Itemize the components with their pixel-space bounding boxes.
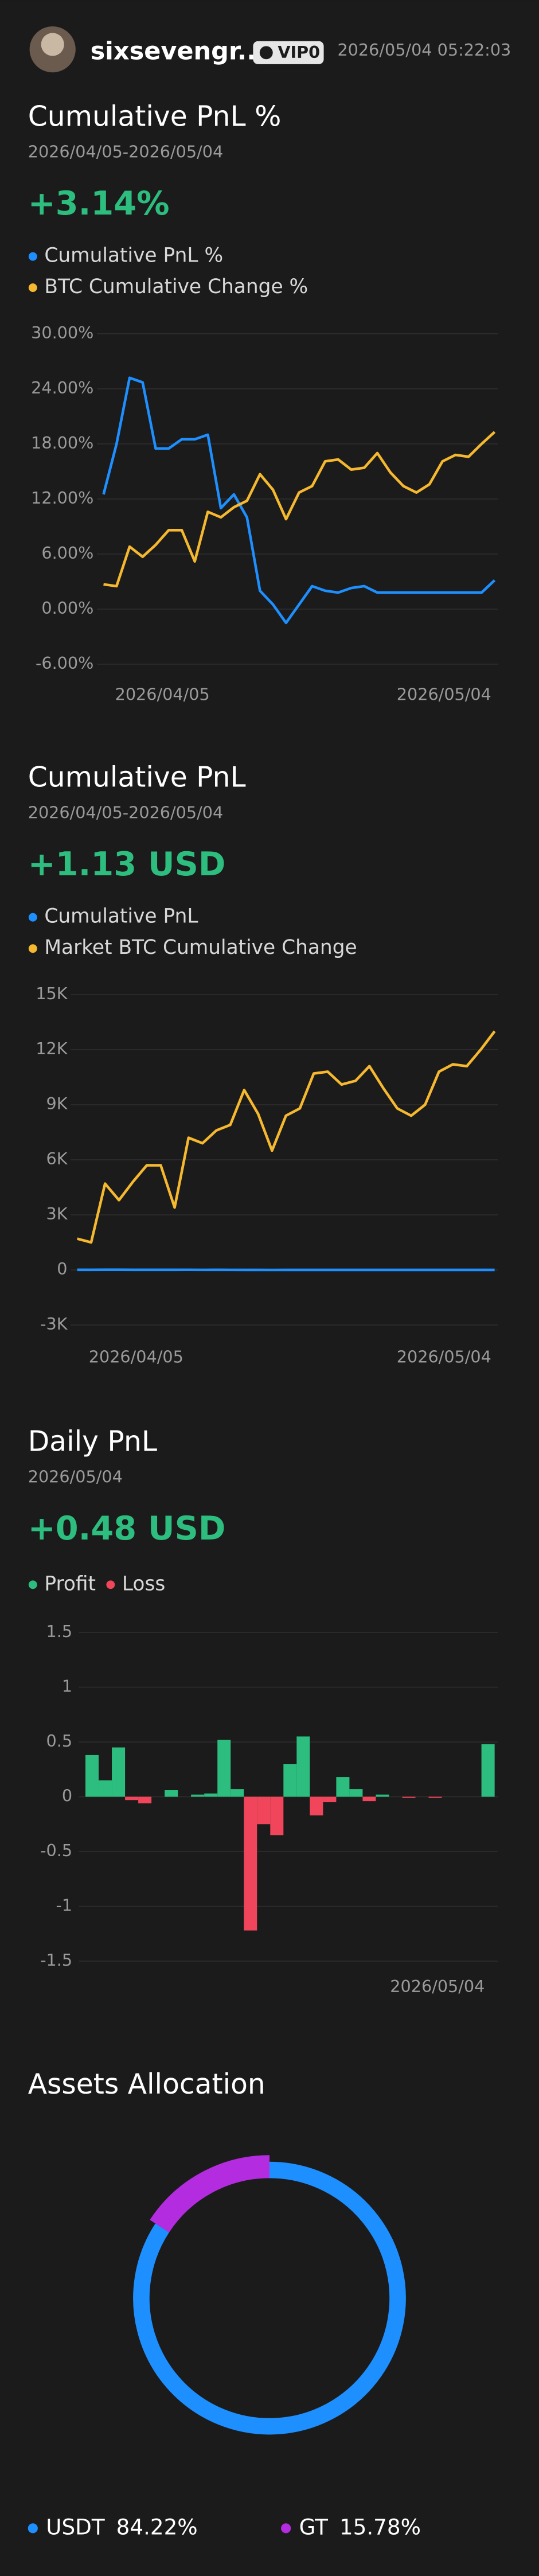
y-tick-label: 6K	[46, 1149, 68, 1168]
legend-swatch	[281, 2523, 291, 2534]
y-tick-label: 0	[62, 1786, 72, 1805]
bar	[85, 1755, 99, 1797]
vip-icon	[259, 46, 273, 60]
chart-subtitle: 2026/04/05-2026/05/04	[28, 142, 223, 162]
bar	[138, 1796, 152, 1803]
y-tick-label: 18.00%	[31, 433, 93, 453]
legend-swatch	[106, 1580, 115, 1589]
y-tick-label: 1	[62, 1676, 72, 1696]
bar	[244, 1796, 257, 1931]
bar	[323, 1796, 337, 1803]
y-tick-label: -0.5	[40, 1841, 72, 1860]
legend-label: BTC Cumulative Change %	[44, 275, 308, 298]
legend-label: Cumulative PnL %	[44, 244, 223, 267]
x-tick-label: 2026/05/04	[397, 684, 491, 704]
y-tick-label: 12.00%	[31, 488, 93, 508]
bar	[217, 1740, 231, 1797]
y-tick-label: 9K	[46, 1094, 68, 1113]
legend-swatch	[28, 944, 37, 953]
y-tick-label: 0	[57, 1259, 67, 1279]
timestamp: 2026/05/04 05:22:03	[337, 40, 511, 60]
x-tick-label: 2026/05/04	[390, 1977, 485, 1996]
bar	[402, 1796, 416, 1798]
bar	[296, 1736, 310, 1797]
y-tick-label: 24.00%	[31, 378, 93, 397]
series-line	[77, 1030, 496, 1244]
y-tick-label: 6.00%	[41, 543, 93, 563]
chart-title: Daily PnL	[28, 1425, 157, 1457]
bar	[336, 1777, 350, 1797]
bar	[204, 1793, 218, 1797]
chart-subtitle: 2026/05/04	[28, 1467, 123, 1487]
username: sixsevengr...	[91, 37, 265, 65]
bar	[125, 1796, 139, 1801]
bar	[257, 1796, 271, 1825]
legend-label: USDT	[46, 2514, 105, 2539]
chart-title: Assets Allocation	[28, 2068, 265, 2100]
x-tick-label: 2026/04/05	[115, 684, 210, 704]
y-tick-label: 1.5	[46, 1622, 73, 1641]
bar	[99, 1780, 112, 1797]
headline-value: +1.13 USD	[28, 845, 226, 883]
bar	[310, 1796, 323, 1815]
y-tick-label: 3K	[46, 1204, 68, 1223]
legend-label: Loss	[122, 1572, 165, 1595]
x-tick-label: 2026/04/05	[89, 1347, 183, 1366]
x-tick-label: 2026/05/04	[397, 1347, 491, 1366]
series-line	[103, 431, 496, 588]
legend-value: 84.22%	[116, 2514, 198, 2539]
bar	[376, 1794, 389, 1797]
series-line	[102, 376, 496, 625]
y-tick-label: 0.5	[46, 1731, 73, 1751]
headline-value: +0.48 USD	[28, 1509, 226, 1548]
y-tick-label: -1.5	[40, 1950, 72, 1970]
legend-label: Market BTC Cumulative Change	[44, 936, 357, 959]
donut-slice	[150, 2155, 270, 2233]
bar	[231, 1789, 244, 1797]
chart-title: Cumulative PnL	[28, 762, 246, 794]
chart-title: Cumulative PnL %	[28, 100, 282, 132]
legend-swatch	[28, 2523, 38, 2534]
bar	[349, 1789, 363, 1797]
bar	[191, 1794, 205, 1797]
y-tick-label: -6.00%	[36, 653, 93, 673]
bar	[481, 1744, 495, 1797]
legend-swatch	[28, 283, 37, 293]
y-tick-label: 30.00%	[31, 323, 93, 342]
legend-swatch	[28, 913, 37, 922]
donut-slice	[133, 2161, 406, 2435]
bar	[112, 1747, 126, 1797]
headline-value: +3.14%	[28, 184, 170, 223]
legend-label: GT	[299, 2514, 329, 2539]
avatar-face	[41, 33, 64, 56]
legend-value: 15.78%	[339, 2514, 421, 2539]
bar	[283, 1764, 297, 1797]
chart-subtitle: 2026/04/05-2026/05/04	[28, 803, 223, 823]
bar	[270, 1796, 284, 1835]
bar	[165, 1790, 178, 1797]
legend-swatch	[28, 1580, 37, 1589]
y-tick-label: 15K	[36, 984, 68, 1003]
bar	[362, 1796, 376, 1802]
legend-label: Profit	[44, 1572, 96, 1595]
bar	[428, 1796, 442, 1798]
vip-text: VIP0	[278, 42, 320, 62]
legend-label: Cumulative PnL	[44, 905, 198, 928]
y-tick-label: 12K	[36, 1039, 68, 1058]
legend-swatch	[28, 252, 37, 261]
y-tick-label: 0.00%	[41, 598, 93, 618]
vip-badge	[253, 41, 324, 64]
y-tick-label: -1	[56, 1896, 73, 1915]
y-tick-label: -3K	[40, 1314, 68, 1334]
